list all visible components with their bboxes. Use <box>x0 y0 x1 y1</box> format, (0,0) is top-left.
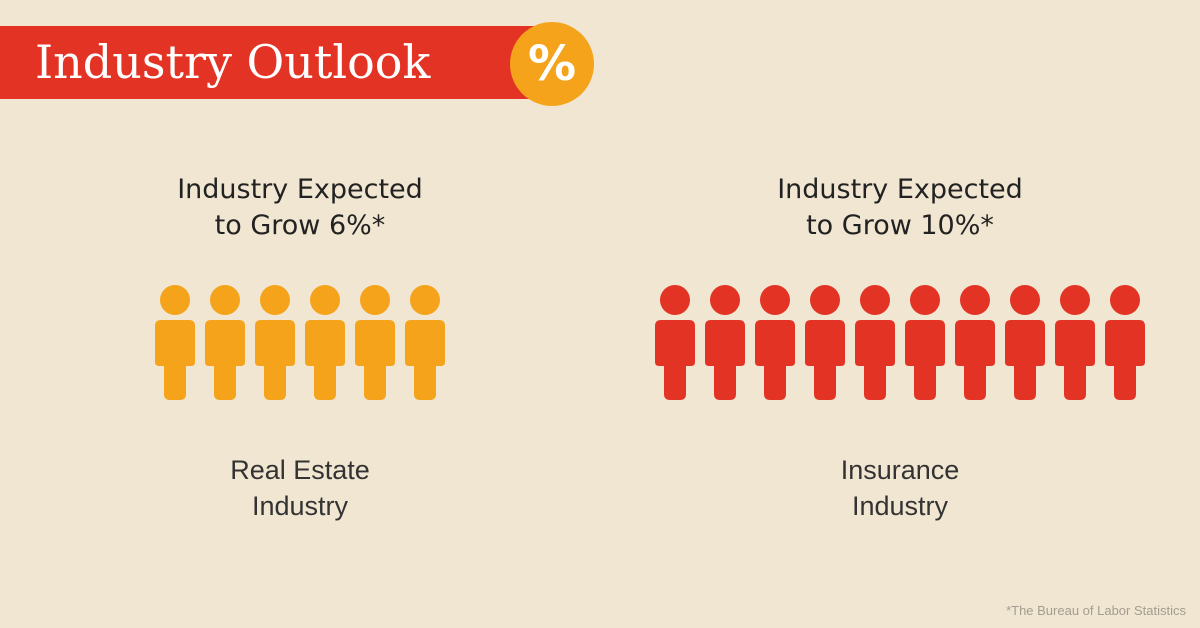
person-icon <box>205 285 245 400</box>
page-title: Industry Outlook <box>35 35 431 89</box>
title-banner: Industry Outlook <box>0 26 556 99</box>
person-icon <box>355 285 395 400</box>
person-icon <box>255 285 295 400</box>
real-estate-label: Real Estate Industry <box>100 452 500 524</box>
person-icon <box>855 285 895 400</box>
person-icon <box>705 285 745 400</box>
real-estate-group: Industry Expected to Grow 6%* Real Estat… <box>100 0 500 628</box>
real-estate-people-chart <box>155 285 445 400</box>
source-footnote: *The Bureau of Labor Statistics <box>1006 603 1186 618</box>
real-estate-heading-line1: Industry Expected <box>177 174 423 205</box>
real-estate-label-line2: Industry <box>251 491 349 521</box>
insurance-label-line2: Industry <box>851 491 949 521</box>
person-icon <box>655 285 695 400</box>
insurance-heading: Industry Expected to Grow 10%* <box>650 172 1150 244</box>
person-icon <box>905 285 945 400</box>
person-icon <box>805 285 845 400</box>
person-icon <box>755 285 795 400</box>
person-icon <box>405 285 445 400</box>
real-estate-label-line1: Real Estate <box>230 455 370 485</box>
percent-badge-icon: % <box>510 22 594 106</box>
real-estate-heading-line2: to Grow 6%* <box>214 210 386 241</box>
person-icon <box>955 285 995 400</box>
insurance-label-line1: Insurance <box>840 455 960 485</box>
insurance-group: Industry Expected to Grow 10%* Insurance… <box>650 0 1150 628</box>
person-icon <box>1005 285 1045 400</box>
insurance-label: Insurance Industry <box>650 452 1150 524</box>
insurance-people-chart <box>655 285 1145 400</box>
insurance-heading-line1: Industry Expected <box>777 174 1023 205</box>
insurance-heading-line2: to Grow 10%* <box>806 210 994 241</box>
person-icon <box>155 285 195 400</box>
real-estate-heading: Industry Expected to Grow 6%* <box>100 172 500 244</box>
person-icon <box>305 285 345 400</box>
person-icon <box>1055 285 1095 400</box>
person-icon <box>1105 285 1145 400</box>
